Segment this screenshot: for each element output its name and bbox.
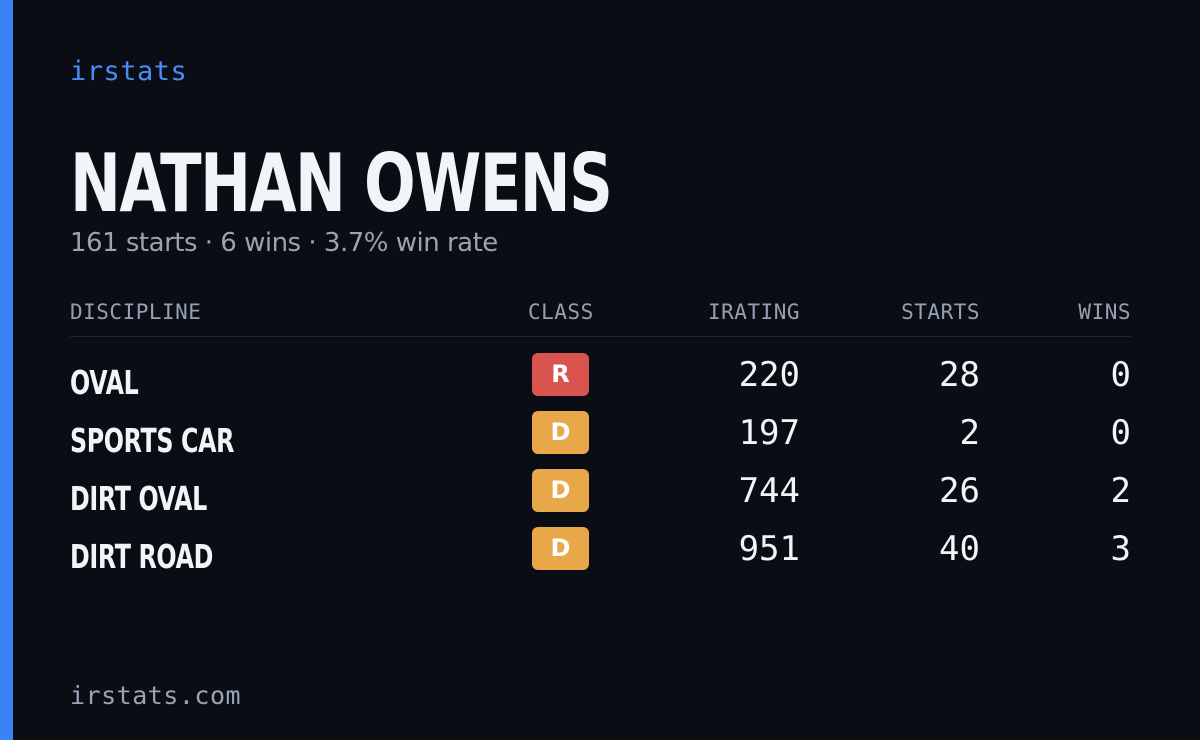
brand-logo: irstats (70, 56, 188, 87)
header-class: CLASS (528, 300, 594, 324)
stats-table: DISCIPLINE CLASS IRATING STARTS WINS OVA… (70, 298, 1131, 585)
footer-url: irstats.com (70, 681, 242, 710)
discipline-name: OVAL (70, 363, 139, 402)
player-name: NATHAN OWENS (70, 137, 613, 230)
irating-value: 744 (738, 471, 800, 511)
table-row: OVAL R 220 28 0 (70, 353, 1131, 411)
wins-value: 0 (1110, 355, 1131, 395)
wins-value: 0 (1110, 413, 1131, 453)
player-summary: 161 starts · 6 wins · 3.7% win rate (70, 228, 498, 258)
irating-value: 197 (738, 413, 800, 453)
discipline-name: DIRT ROAD (70, 537, 213, 576)
irating-value: 951 (738, 529, 800, 569)
wins-value: 2 (1110, 471, 1131, 511)
table-row: DIRT ROAD D 951 40 3 (70, 527, 1131, 585)
starts-value: 2 (959, 413, 980, 453)
irating-value: 220 (738, 355, 800, 395)
starts-value: 26 (939, 471, 980, 511)
starts-value: 40 (939, 529, 980, 569)
header-irating: IRATING (707, 300, 800, 324)
table-header: DISCIPLINE CLASS IRATING STARTS WINS (70, 298, 1131, 337)
class-badge: D (532, 469, 589, 512)
header-wins: WINS (1078, 300, 1131, 324)
class-badge: R (532, 353, 589, 396)
header-starts: STARTS (901, 300, 980, 324)
discipline-name: SPORTS CAR (70, 421, 235, 460)
class-badge: D (532, 411, 589, 454)
class-badge: D (532, 527, 589, 570)
accent-bar (0, 0, 13, 740)
header-discipline: DISCIPLINE (70, 300, 202, 324)
wins-value: 3 (1110, 529, 1131, 569)
starts-value: 28 (939, 355, 980, 395)
table-row: SPORTS CAR D 197 2 0 (70, 411, 1131, 469)
table-row: DIRT OVAL D 744 26 2 (70, 469, 1131, 527)
discipline-name: DIRT OVAL (70, 479, 207, 518)
